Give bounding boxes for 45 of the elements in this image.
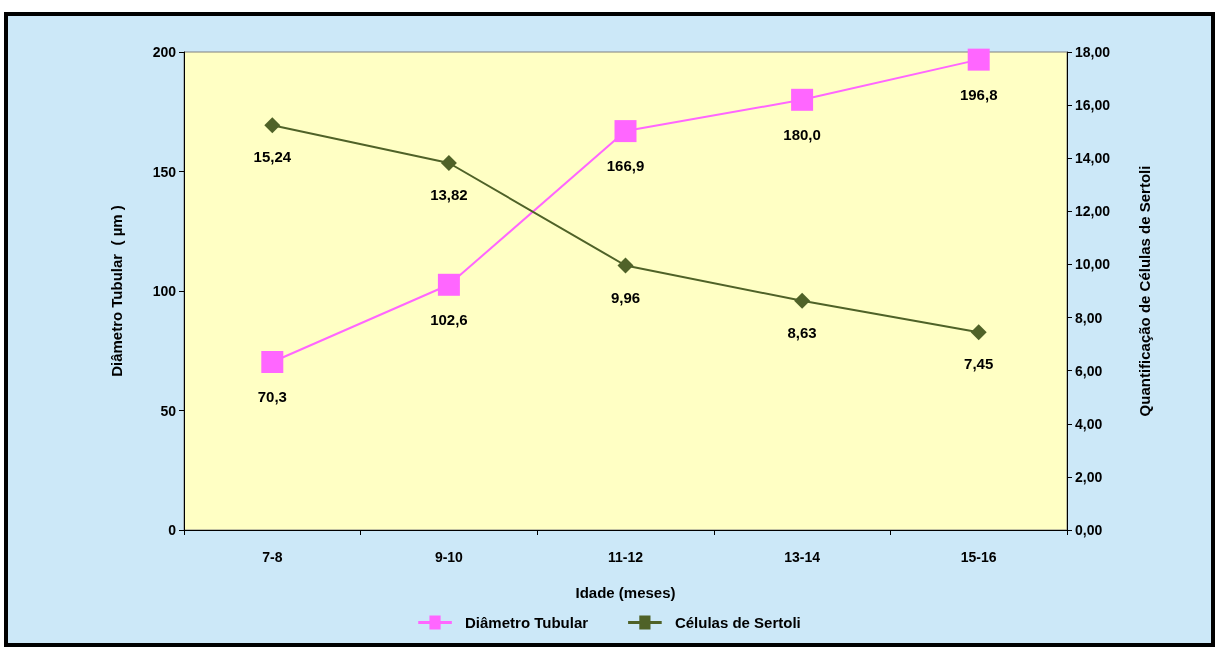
point [967, 48, 990, 71]
point [264, 117, 281, 134]
data-label: 196,8 [959, 85, 998, 103]
data-label: 102,6 [430, 310, 468, 328]
point [791, 88, 814, 111]
y2-tick-label: 6,00 [1075, 362, 1103, 379]
y2-tick-label: 16,00 [1075, 97, 1111, 114]
y2-tick-label: 10,00 [1075, 256, 1111, 273]
legend-label: Diâmetro Tubular [465, 614, 589, 631]
y-tick-label: 100 [152, 283, 177, 299]
data-label: 8,63 [787, 323, 817, 341]
point [970, 324, 987, 341]
data-label: 70,3 [257, 387, 287, 405]
y-tick-label: 150 [152, 163, 177, 180]
y2-tick-label: 14,00 [1075, 150, 1111, 167]
y-tick-label: 50 [160, 402, 177, 419]
legend-label: Células de Sertoli [674, 614, 801, 631]
y2-tick-label: 18,00 [1075, 44, 1111, 60]
x-tick-label: 9-10 [434, 549, 464, 565]
y-tick-label: 0 [168, 522, 177, 538]
point [261, 350, 284, 373]
y2-tick-label: 2,00 [1075, 468, 1103, 485]
data-label: 7,45 [964, 355, 994, 373]
x-tick-label: 13-14 [784, 549, 821, 565]
data-label: 9,96 [610, 288, 641, 306]
point [617, 257, 634, 274]
data-label: 180,0 [783, 125, 821, 143]
x-tick-label: 15-16 [960, 549, 997, 565]
x-tick-label: 11-12 [607, 549, 644, 565]
point [614, 120, 637, 143]
data-label: 15,24 [253, 148, 292, 166]
y2-tick-label: 0,00 [1075, 522, 1103, 538]
y-tick-label: 200 [152, 44, 177, 60]
data-label: 13,82 [430, 186, 468, 203]
x-axis-title: Idade (meses) [575, 584, 676, 601]
y-axis-title: Diâmetro Tubular ( µm ) [108, 205, 125, 377]
y2-tick-label: 8,00 [1075, 309, 1103, 326]
y2-axis-title: Quantificação de Células de Sertoli [1136, 165, 1153, 417]
y2-tick-label: 12,00 [1075, 203, 1111, 220]
x-tick-label: 7-8 [262, 549, 283, 565]
point [794, 292, 811, 309]
data-label: 166,9 [606, 157, 645, 175]
y2-tick-label: 4,00 [1075, 415, 1103, 432]
point [440, 155, 457, 171]
point [437, 273, 460, 296]
